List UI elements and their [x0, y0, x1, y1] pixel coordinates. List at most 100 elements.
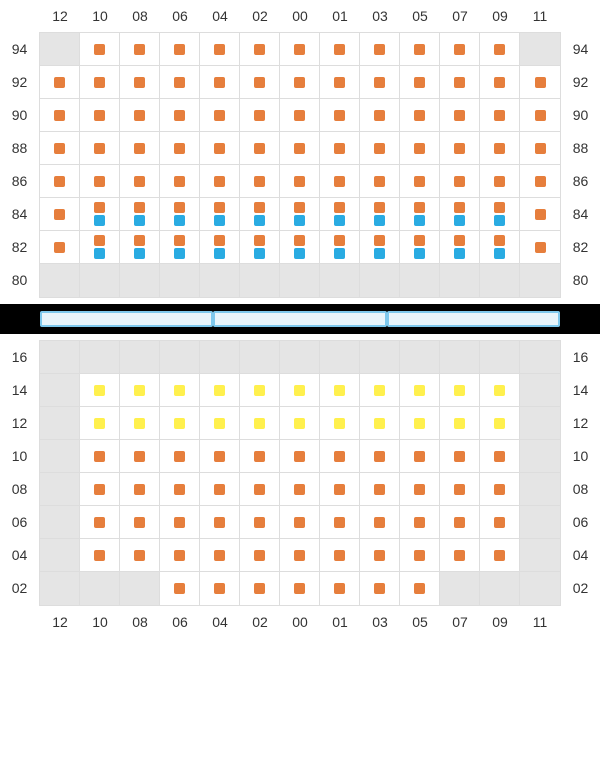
seat-cell[interactable] — [160, 132, 200, 165]
seat-cell[interactable] — [400, 198, 440, 231]
seat-cell[interactable] — [400, 539, 440, 572]
seat-cell[interactable] — [240, 473, 280, 506]
seat-cell[interactable] — [200, 539, 240, 572]
seat-cell[interactable] — [280, 539, 320, 572]
seat-cell[interactable] — [280, 374, 320, 407]
seat-cell[interactable] — [120, 198, 160, 231]
seat-cell[interactable] — [240, 506, 280, 539]
seat-cell[interactable] — [80, 132, 120, 165]
seat-cell[interactable] — [440, 506, 480, 539]
seat-cell[interactable] — [360, 539, 400, 572]
seat-cell[interactable] — [440, 99, 480, 132]
seat-cell[interactable] — [160, 473, 200, 506]
seat-cell[interactable] — [80, 231, 120, 264]
seat-cell[interactable] — [360, 165, 400, 198]
seat-cell[interactable] — [480, 407, 520, 440]
seat-cell[interactable] — [440, 66, 480, 99]
seat-cell[interactable] — [400, 132, 440, 165]
seat-cell[interactable] — [520, 99, 560, 132]
seat-cell[interactable] — [480, 231, 520, 264]
seat-cell[interactable] — [80, 165, 120, 198]
seat-cell[interactable] — [280, 99, 320, 132]
seat-cell[interactable] — [480, 440, 520, 473]
seat-cell[interactable] — [400, 407, 440, 440]
seat-cell[interactable] — [80, 33, 120, 66]
seat-cell[interactable] — [520, 132, 560, 165]
seat-cell[interactable] — [440, 374, 480, 407]
seat-cell[interactable] — [160, 440, 200, 473]
seat-cell[interactable] — [200, 66, 240, 99]
seat-cell[interactable] — [360, 473, 400, 506]
seat-cell[interactable] — [200, 99, 240, 132]
seat-cell[interactable] — [400, 231, 440, 264]
seat-cell[interactable] — [400, 99, 440, 132]
seat-cell[interactable] — [200, 165, 240, 198]
seat-cell[interactable] — [440, 33, 480, 66]
seat-cell[interactable] — [200, 374, 240, 407]
seat-cell[interactable] — [80, 539, 120, 572]
seat-cell[interactable] — [240, 165, 280, 198]
seat-cell[interactable] — [280, 440, 320, 473]
seat-cell[interactable] — [320, 165, 360, 198]
seat-cell[interactable] — [240, 407, 280, 440]
seat-cell[interactable] — [120, 374, 160, 407]
seat-cell[interactable] — [200, 407, 240, 440]
seat-cell[interactable] — [360, 66, 400, 99]
seat-cell[interactable] — [320, 506, 360, 539]
seat-cell[interactable] — [480, 374, 520, 407]
seat-cell[interactable] — [280, 165, 320, 198]
seat-cell[interactable] — [160, 66, 200, 99]
seat-cell[interactable] — [80, 66, 120, 99]
seat-cell[interactable] — [120, 231, 160, 264]
seat-cell[interactable] — [40, 66, 80, 99]
seat-cell[interactable] — [520, 165, 560, 198]
seat-cell[interactable] — [480, 539, 520, 572]
seat-cell[interactable] — [200, 440, 240, 473]
seat-cell[interactable] — [80, 473, 120, 506]
seat-cell[interactable] — [360, 572, 400, 605]
seat-cell[interactable] — [160, 99, 200, 132]
seat-cell[interactable] — [320, 572, 360, 605]
seat-cell[interactable] — [360, 99, 400, 132]
seat-cell[interactable] — [120, 99, 160, 132]
seat-cell[interactable] — [480, 506, 520, 539]
seat-cell[interactable] — [120, 407, 160, 440]
seat-cell[interactable] — [280, 231, 320, 264]
seat-cell[interactable] — [280, 132, 320, 165]
seat-cell[interactable] — [200, 231, 240, 264]
seat-cell[interactable] — [440, 198, 480, 231]
seat-cell[interactable] — [320, 440, 360, 473]
seat-cell[interactable] — [320, 231, 360, 264]
seat-cell[interactable] — [320, 132, 360, 165]
seat-cell[interactable] — [360, 33, 400, 66]
seat-cell[interactable] — [240, 539, 280, 572]
seat-cell[interactable] — [320, 66, 360, 99]
seat-cell[interactable] — [120, 506, 160, 539]
seat-cell[interactable] — [120, 66, 160, 99]
seat-cell[interactable] — [440, 539, 480, 572]
seat-cell[interactable] — [480, 198, 520, 231]
seat-cell[interactable] — [280, 33, 320, 66]
seat-cell[interactable] — [360, 198, 400, 231]
seat-cell[interactable] — [160, 539, 200, 572]
seat-cell[interactable] — [400, 506, 440, 539]
seat-cell[interactable] — [320, 33, 360, 66]
seat-cell[interactable] — [280, 66, 320, 99]
seat-cell[interactable] — [200, 572, 240, 605]
seat-cell[interactable] — [400, 473, 440, 506]
seat-cell[interactable] — [160, 165, 200, 198]
seat-cell[interactable] — [160, 407, 200, 440]
seat-cell[interactable] — [200, 198, 240, 231]
seat-cell[interactable] — [320, 374, 360, 407]
seat-cell[interactable] — [200, 506, 240, 539]
seat-cell[interactable] — [160, 374, 200, 407]
seat-cell[interactable] — [160, 231, 200, 264]
seat-cell[interactable] — [320, 539, 360, 572]
seat-cell[interactable] — [240, 572, 280, 605]
seat-cell[interactable] — [160, 198, 200, 231]
seat-cell[interactable] — [480, 99, 520, 132]
seat-cell[interactable] — [360, 132, 400, 165]
seat-cell[interactable] — [80, 99, 120, 132]
seat-cell[interactable] — [440, 231, 480, 264]
seat-cell[interactable] — [360, 506, 400, 539]
